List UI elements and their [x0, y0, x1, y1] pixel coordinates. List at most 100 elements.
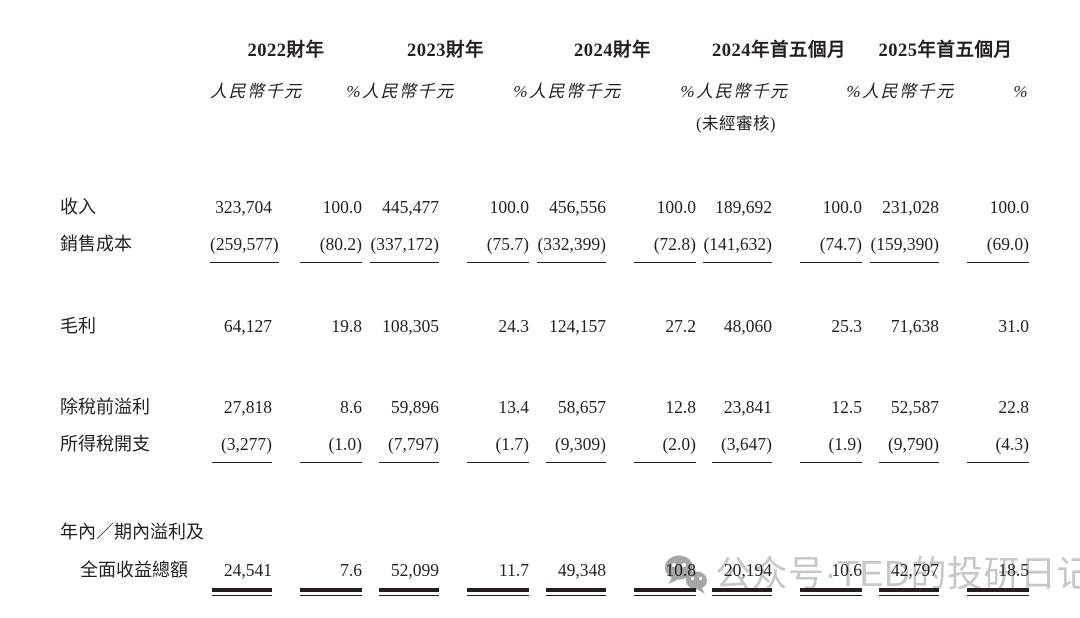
percent-label: %: [1013, 82, 1029, 101]
table-cell: 23,841: [696, 397, 772, 418]
cell-value: (332,399): [537, 234, 606, 263]
table-cell: 11.7: [439, 560, 529, 596]
cell-value: 52,587: [890, 397, 939, 417]
cell-value: 100.0: [322, 197, 362, 217]
cell-value: 12.8: [665, 397, 696, 417]
table-cell: 64,127: [210, 316, 272, 337]
table-row-revenue: 收入 323,704 100.0 445,477 100.0 456,556 1…: [60, 193, 1029, 219]
column-header-5m2025: 2025年首五個月: [878, 41, 1013, 61]
cell-value: (1.7): [467, 434, 529, 463]
table-cell: (9,309): [529, 434, 606, 463]
table-cell: (337,172): [362, 234, 439, 263]
cell-value: 27,818: [223, 397, 272, 417]
row-label: 年內／期內溢利及: [60, 522, 204, 542]
table-row-profit-before-tax: 除稅前溢利 27,818 8.6 59,896 13.4 58,657 12.8…: [60, 393, 1029, 419]
table-cell: 18.5: [939, 560, 1029, 596]
percent-label: %: [513, 82, 529, 101]
cell-value: 59,896: [390, 397, 439, 417]
cell-value: (337,172): [370, 234, 439, 263]
cell-value: (69.0): [967, 234, 1029, 263]
cell-value: 231,028: [882, 197, 939, 217]
cell-value: 445,477: [382, 197, 439, 217]
wechat-chat-bubbles-icon: [665, 555, 707, 594]
cell-value: (9,309): [546, 434, 606, 463]
table-cell: (69.0): [939, 234, 1029, 263]
cell-value: 23,841: [723, 397, 772, 417]
row-label: 銷售成本: [60, 234, 132, 254]
table-cell: 71,638: [862, 316, 939, 337]
cell-value: 24,541: [212, 560, 272, 596]
header-row-periods: 2022財年 2023財年 2024財年 2024年首五個月 2025年首五個月: [60, 36, 1029, 62]
cell-value: 64,127: [223, 316, 272, 336]
table-cell: (72.8): [606, 234, 696, 263]
table-row-total-comprehensive-income: 全面收益總額 24,541 7.6 52,099 11.7 49,348 10.…: [60, 556, 1029, 596]
table-cell: (1.0): [272, 434, 362, 463]
table-cell: 52,587: [862, 397, 939, 418]
table-row-cost-of-sales: 銷售成本 (259,577) (80.2) (337,172) (75.7) (…: [60, 230, 1029, 263]
table-cell: (74.7): [772, 234, 862, 263]
table-cell: 42,797: [862, 560, 939, 596]
cell-value: (72.8): [634, 234, 696, 263]
column-header-fy2022: 2022財年: [247, 41, 325, 61]
percent-label: %: [680, 82, 696, 101]
cell-value: 100.0: [489, 197, 529, 217]
table-cell: 49,348: [529, 560, 606, 596]
cell-value: 52,099: [379, 560, 439, 596]
column-header-5m2024: 2024年首五個月: [711, 41, 846, 61]
table-cell: 108,305: [362, 316, 439, 337]
table-cell: 100.0: [606, 197, 696, 218]
cell-value: 10.8: [634, 560, 696, 596]
cell-value: (4.3): [967, 434, 1029, 463]
table-cell: (75.7): [439, 234, 529, 263]
cell-value: 19.8: [331, 316, 362, 336]
unit-label: 人民幣千元: [696, 82, 789, 101]
cell-value: (3,647): [712, 434, 772, 463]
table-cell: 7.6: [272, 560, 362, 596]
header-row-note: (未經審核): [60, 110, 1029, 134]
table-cell: 445,477: [362, 197, 439, 218]
table-cell: 31.0: [939, 316, 1029, 337]
table-cell: 100.0: [939, 197, 1029, 218]
table-cell: (80.2): [272, 234, 362, 263]
cell-value: 456,556: [549, 197, 606, 217]
cell-value: 108,305: [382, 316, 439, 336]
table-cell: (2.0): [606, 434, 696, 463]
table-row-income-tax-expense: 所得稅開支 (3,277) (1.0) (7,797) (1.7) (9,309…: [60, 430, 1029, 463]
watermark-text: 公众号·TED的投研日记: [715, 553, 1080, 594]
cell-value: (74.7): [800, 234, 862, 263]
cell-value: 100.0: [989, 197, 1029, 217]
percent-label: %: [346, 82, 362, 101]
table-cell: 12.8: [606, 397, 696, 418]
unit-label: 人民幣千元: [210, 82, 303, 101]
table-cell: 8.6: [272, 397, 362, 418]
table-cell: 24.3: [439, 316, 529, 337]
table-cell: (259,577): [210, 234, 279, 263]
table-cell: (1.7): [439, 434, 529, 463]
cell-value: (159,390): [870, 234, 939, 263]
table-cell: 10.6: [772, 560, 862, 596]
row-label: 除稅前溢利: [60, 397, 150, 417]
cell-value: 12.5: [831, 397, 862, 417]
cell-value: 100.0: [656, 197, 696, 217]
percent-label: %: [846, 82, 862, 101]
table-cell: 12.5: [772, 397, 862, 418]
table-cell: 22.8: [939, 397, 1029, 418]
unaudited-note: (未經審核): [696, 114, 776, 133]
cell-value: 58,657: [557, 397, 606, 417]
table-cell: 124,157: [529, 316, 606, 337]
cell-value: 25.3: [831, 316, 862, 336]
table-cell: 189,692: [696, 197, 772, 218]
table-cell: 27.2: [606, 316, 696, 337]
cell-value: 42,797: [879, 560, 939, 596]
table-cell: 10.8: [606, 560, 696, 596]
cell-value: (9,790): [879, 434, 939, 463]
row-label: 收入: [60, 197, 96, 217]
cell-value: 22.8: [998, 397, 1029, 417]
table-cell: 100.0: [772, 197, 862, 218]
table-cell: 25.3: [772, 316, 862, 337]
cell-value: 48,060: [723, 316, 772, 336]
table-cell: 52,099: [362, 560, 439, 596]
cell-value: (141,632): [703, 234, 772, 263]
cell-value: 7.6: [300, 560, 362, 596]
